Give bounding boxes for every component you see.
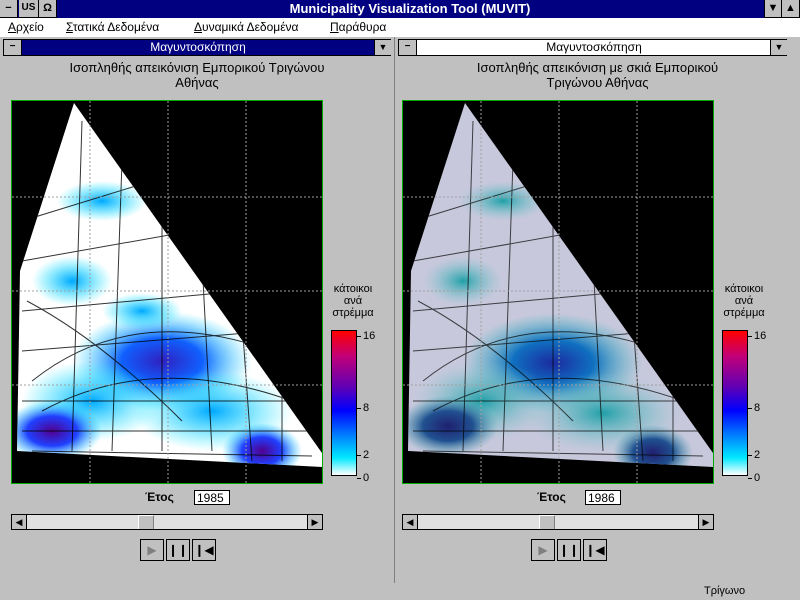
menu-windows[interactable]: Παράθυρα — [330, 20, 387, 34]
legend-title-2: ανά — [343, 295, 363, 307]
window-title: Municipality Visualization Tool (MUVIT) — [289, 1, 531, 16]
system-menu-icon[interactable]: − — [0, 0, 18, 18]
legend-tick-0: 0 — [754, 472, 761, 484]
chevron-down-icon[interactable]: ▼ — [374, 40, 391, 55]
right-panel-caption: − Μαγυντοσκόπηση ▼ — [398, 39, 787, 56]
legend-title-1: κάτοικοι — [724, 283, 764, 295]
legend-title-1: κάτοικοι — [333, 283, 373, 295]
legend-tick-0: 0 — [363, 472, 370, 484]
left-panel-caption: − Μαγυντοσκόπηση ▼ — [3, 39, 391, 56]
right-panel: − Μαγυντοσκόπηση ▼ Ισοπληθής απεικόνιση … — [395, 37, 800, 583]
legend-tick-2: 2 — [754, 449, 761, 461]
rewind-button[interactable]: ❙◀ — [192, 539, 216, 561]
year-label: Έτος — [537, 490, 566, 504]
color-scale-legend — [331, 330, 357, 476]
left-panel: − Μαγυντοσκόπηση ▼ Ισοπληθής απεικόνιση … — [0, 37, 395, 583]
scroll-left-icon[interactable]: ◀ — [12, 515, 27, 529]
legend-tick-8: 8 — [363, 402, 370, 414]
chevron-down-icon[interactable]: ▼ — [770, 40, 787, 55]
legend-tick-mark — [357, 336, 361, 337]
maximize-button[interactable]: ▲ — [782, 0, 800, 18]
year-field[interactable]: 1985 — [194, 490, 230, 505]
menu-bar: Αρχείο Στατικά Δεδομένα Δυναμικά Δεδομέν… — [0, 18, 800, 38]
year-field[interactable]: 1986 — [585, 490, 621, 505]
panel-system-icon[interactable]: − — [399, 40, 417, 55]
right-panel-caption-title[interactable]: Μαγυντοσκόπηση — [417, 40, 771, 55]
scroll-right-icon[interactable]: ▶ — [307, 515, 322, 529]
map-graphic — [403, 101, 713, 483]
density-map-left[interactable] — [11, 100, 323, 484]
legend-tick-mark — [748, 408, 752, 409]
legend-title-3: στρέμμα — [332, 307, 374, 319]
rewind-button[interactable]: ❙◀ — [583, 539, 607, 561]
map-title-line2: Τριγώνου Αθήνας — [546, 75, 649, 90]
map-title-line1: Ισοπληθής απεικόνιση Εμπορικού Τριγώνου — [69, 60, 325, 75]
legend-tick-16: 16 — [754, 330, 767, 342]
left-panel-caption-title[interactable]: Μαγυντοσκόπηση — [22, 40, 374, 55]
play-button[interactable]: ▶ — [140, 539, 164, 561]
legend-tick-mark — [748, 455, 752, 456]
legend-tick-mark — [357, 478, 361, 479]
status-text: Τρίγωνο — [704, 585, 746, 597]
year-slider[interactable]: ◀ ▶ — [402, 514, 714, 530]
year-label: Έτος — [145, 490, 174, 504]
play-button[interactable]: ▶ — [531, 539, 555, 561]
minimize-button[interactable]: ▼ — [764, 0, 782, 18]
legend-tick-mark — [357, 408, 361, 409]
pause-button[interactable]: ❙❙ — [166, 539, 190, 561]
panel-system-icon[interactable]: − — [4, 40, 22, 55]
map-title-line1: Ισοπληθής απεικόνιση με σκιά Εμπορικού — [476, 60, 719, 75]
menu-static-data[interactable]: Στατικά Δεδομένα — [66, 20, 160, 34]
scroll-right-icon[interactable]: ▶ — [698, 515, 713, 529]
scroll-left-icon[interactable]: ◀ — [403, 515, 418, 529]
legend-title-3: στρέμμα — [723, 307, 765, 319]
slider-thumb[interactable] — [539, 515, 556, 529]
legend-tick-2: 2 — [363, 449, 370, 461]
ohm-icon[interactable]: Ω — [39, 0, 57, 18]
legend-title-2: ανά — [734, 295, 754, 307]
legend-tick-mark — [748, 478, 752, 479]
legend-tick-mark — [357, 455, 361, 456]
legend-tick-mark — [748, 336, 752, 337]
map-graphic — [12, 101, 322, 483]
menu-file[interactable]: Αρχείο — [8, 20, 44, 34]
color-scale-legend — [722, 330, 748, 476]
title-bar: − US Ω Municipality Visualization Tool (… — [0, 0, 800, 18]
shaded-density-map-right[interactable] — [402, 100, 714, 484]
legend-tick-8: 8 — [754, 402, 761, 414]
keyboard-indicator[interactable]: US — [19, 0, 39, 18]
slider-thumb[interactable] — [137, 515, 154, 529]
pause-button[interactable]: ❙❙ — [557, 539, 581, 561]
menu-dynamic-data[interactable]: Δυναμικά Δεδομένα — [194, 20, 299, 34]
legend-tick-16: 16 — [363, 330, 376, 342]
year-slider[interactable]: ◀ ▶ — [11, 514, 323, 530]
map-title-line2: Αθήνας — [175, 75, 219, 90]
